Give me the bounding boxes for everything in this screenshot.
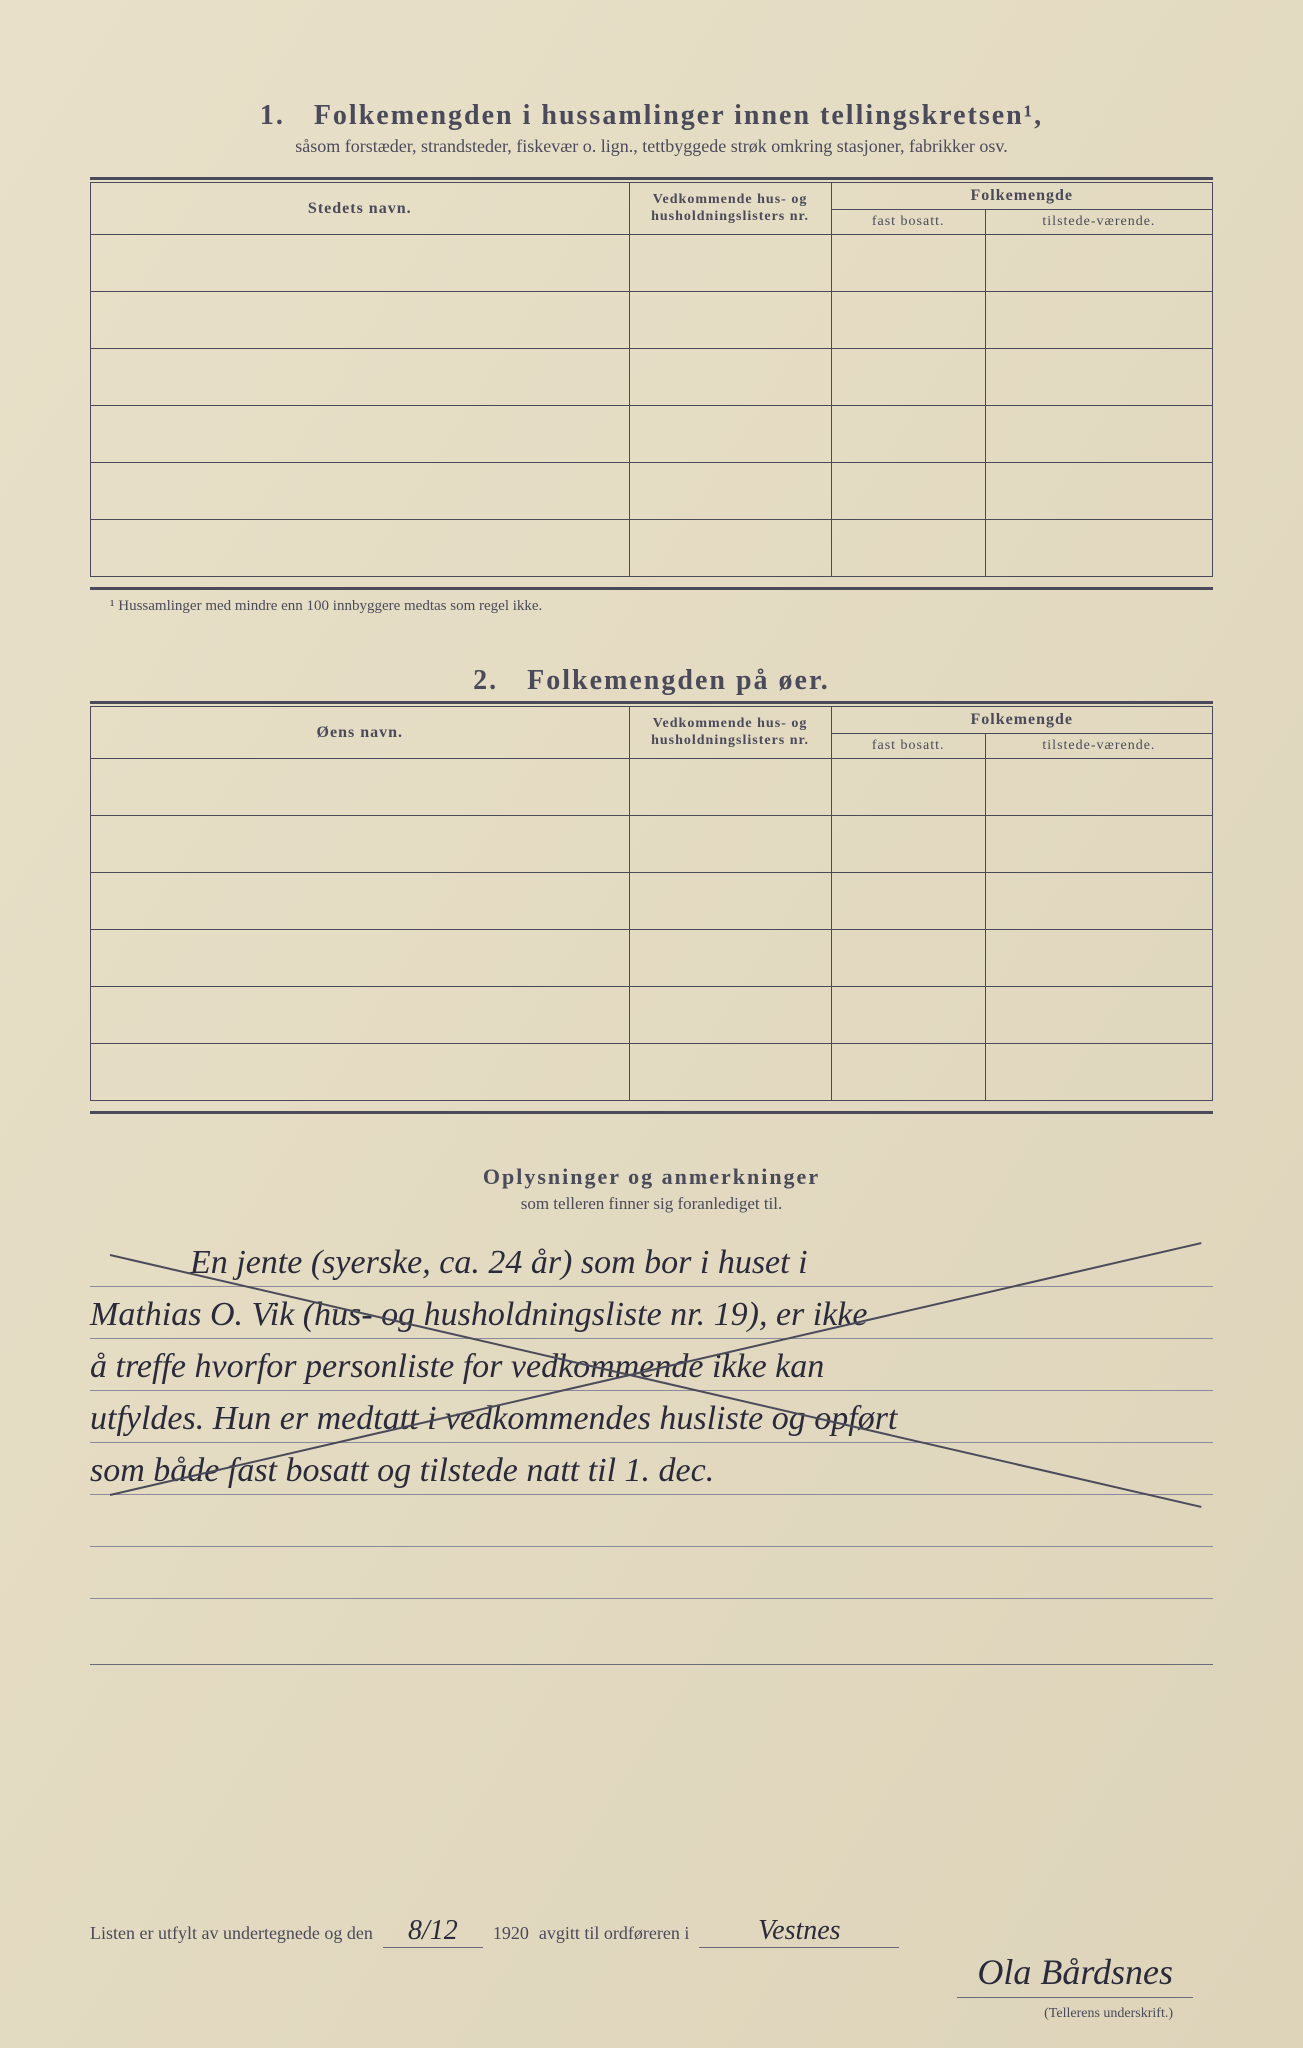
table-row: [831, 816, 985, 873]
table-row: [629, 759, 831, 816]
handwritten-line: En jente (syerske, ca. 24 år) som bor i …: [190, 1244, 808, 1282]
col-folk: Folkemengde: [831, 183, 1213, 210]
table-row: [91, 1044, 630, 1101]
table-row: [629, 235, 831, 292]
col-fast: fast bosatt.: [831, 210, 985, 235]
handwritten-line: Mathias O. Vik (hus- og husholdningslist…: [90, 1296, 868, 1334]
rule: [90, 177, 1213, 180]
table-row: [91, 292, 630, 349]
table-row: [985, 930, 1212, 987]
handwritten-line: som både fast bosatt og tilstede natt ti…: [90, 1452, 714, 1490]
table-row: [831, 406, 985, 463]
rule: [90, 701, 1213, 704]
rule: [90, 587, 1213, 590]
table-row: [91, 816, 630, 873]
table-row: [831, 235, 985, 292]
table-row: [985, 873, 1212, 930]
table-row: [985, 1044, 1212, 1101]
section2-table: Øens navn. Vedkommende hus- og husholdni…: [90, 706, 1213, 1101]
table-row: [91, 349, 630, 406]
footer-prefix: Listen er utfylt av undertegnede og den: [90, 1923, 373, 1944]
table-row: [831, 1044, 985, 1101]
ruled-line: [90, 1546, 1213, 1547]
table-row: [985, 292, 1212, 349]
table-row: [91, 930, 630, 987]
section1-footnote: ¹ Hussamlinger med mindre enn 100 innbyg…: [90, 598, 1213, 615]
ruled-line: [90, 1338, 1213, 1339]
table-row: [91, 406, 630, 463]
table-row: [629, 520, 831, 577]
col-nr: Vedkommende hus- og husholdningslisters …: [629, 183, 831, 235]
table-row: [831, 930, 985, 987]
footer: Listen er utfylt av undertegnede og den …: [90, 1915, 1213, 1948]
ruled-line: [90, 1286, 1213, 1287]
section2-title-text: Folkemengden på øer.: [527, 665, 830, 696]
table-row: [91, 873, 630, 930]
table-row: [985, 987, 1212, 1044]
table-row: [831, 873, 985, 930]
ruled-line: [90, 1494, 1213, 1495]
table-row: [831, 463, 985, 520]
section2-number: 2.: [473, 665, 498, 696]
footer-year: 1920: [493, 1923, 529, 1944]
rule: [90, 1111, 1213, 1114]
signature-label: (Tellerens underskrift.): [1044, 2006, 1173, 2022]
table-row: [985, 759, 1212, 816]
col-name: Stedets navn.: [91, 183, 630, 235]
table-row: [629, 873, 831, 930]
ruled-line: [90, 1442, 1213, 1443]
remarks-subtitle: som telleren finner sig foranlediget til…: [90, 1194, 1213, 1214]
remarks-title: Oplysninger og anmerkninger: [483, 1164, 820, 1189]
table-row: [91, 987, 630, 1044]
ruled-line: [90, 1598, 1213, 1599]
col-folk: Folkemengde: [831, 707, 1213, 734]
table-row: [985, 816, 1212, 873]
table-row: [629, 292, 831, 349]
col-name: Øens navn.: [91, 707, 630, 759]
table-row: [985, 463, 1212, 520]
table-row: [831, 987, 985, 1044]
section1-title: 1. Folkemengden i hussamlinger innen tel…: [90, 100, 1213, 132]
ruled-line: [90, 1390, 1213, 1391]
footer-place: Vestnes: [699, 1915, 899, 1948]
table-row: [629, 463, 831, 520]
footer-middle: avgitt til ordføreren i: [539, 1923, 689, 1944]
col-fast: fast bosatt.: [831, 734, 985, 759]
section1-subtitle: såsom forstæder, strandsteder, fiskevær …: [90, 136, 1213, 157]
table-row: [985, 520, 1212, 577]
section1-number: 1.: [260, 100, 285, 131]
table-row: [629, 349, 831, 406]
table-row: [629, 1044, 831, 1101]
remarks-area: En jente (syerske, ca. 24 år) som bor i …: [90, 1234, 1213, 1665]
table-row: [985, 349, 1212, 406]
document-page: 1. Folkemengden i hussamlinger innen tel…: [0, 0, 1303, 2048]
table-row: [629, 406, 831, 463]
table-row: [629, 816, 831, 873]
table-row: [985, 406, 1212, 463]
table-row: [629, 930, 831, 987]
section1-title-text: Folkemengden i hussamlinger innen tellin…: [314, 100, 1043, 131]
signature: Ola Bårdsnes: [957, 1951, 1193, 1998]
table-row: [831, 349, 985, 406]
col-nr: Vedkommende hus- og husholdningslisters …: [629, 707, 831, 759]
section1-table: Stedets navn. Vedkommende hus- og hushol…: [90, 182, 1213, 577]
remarks-header: Oplysninger og anmerkninger: [90, 1164, 1213, 1190]
table-row: [91, 235, 630, 292]
section2-title: 2. Folkemengden på øer.: [90, 665, 1213, 697]
table-row: [831, 292, 985, 349]
section2: 2. Folkemengden på øer. Øens navn. Vedko…: [90, 665, 1213, 1114]
col-tilstede: tilstede-værende.: [985, 210, 1212, 235]
col-tilstede: tilstede-værende.: [985, 734, 1212, 759]
table-row: [629, 987, 831, 1044]
table-row: [91, 463, 630, 520]
table-row: [91, 520, 630, 577]
footer-line: Listen er utfylt av undertegnede og den …: [90, 1915, 1213, 1948]
table-row: [91, 759, 630, 816]
table-row: [831, 759, 985, 816]
footer-date: 8/12: [383, 1915, 483, 1948]
table-row: [985, 235, 1212, 292]
table-row: [831, 520, 985, 577]
